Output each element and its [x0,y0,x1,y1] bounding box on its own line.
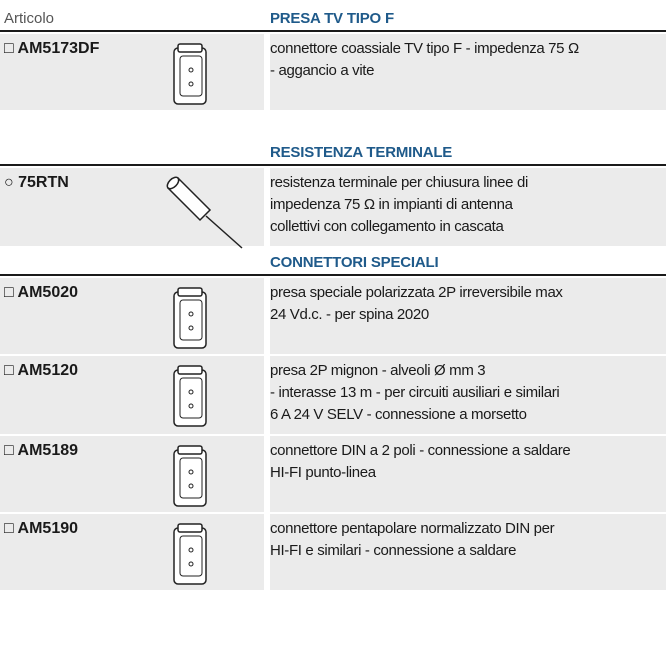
article-code: AM5173DF [17,40,100,57]
description-line: HI-FI e similari - connessione a saldare [270,542,517,559]
description-line: collettivi con collegamento in cascata [270,218,504,235]
product-row: □ AM5020 presa speciale polarizzata 2P ir… [0,278,666,354]
section-header: CONNETTORI SPECIALI [0,248,666,276]
description-line: HI-FI punto-linea [270,464,376,481]
article-code: AM5189 [17,442,79,459]
description-line: impedenza 75 Ω in impianti di antenna [270,196,513,213]
section-title: CONNETTORI SPECIALI [270,254,439,271]
article-code: AM5120 [17,362,79,379]
description-line: connettore DIN a 2 poli - connessione a … [270,442,571,459]
description-cell: presa 2P mignon - alveoli Ø mm 3 - intera… [270,356,666,434]
product-row: □ AM5173DF connettore coassiale TV tipo F… [0,34,666,110]
marker: □ [4,40,14,57]
spacer [0,271,270,274]
description-line: presa speciale polarizzata 2P irreversib… [270,284,563,301]
article-cell: □ AM5173DF [0,34,264,110]
marker: □ [4,442,14,459]
description-line: - aggancio a vite [270,62,375,79]
marker: □ [4,520,14,537]
catalog-page: Articolo PRESA TV TIPO F □ AM5173DF connett… [0,0,666,590]
description-line: - interasse 13 m - per circuiti ausiliar… [270,384,560,401]
article-cell: □ AM5190 [0,514,264,590]
section-title: PRESA TV TIPO F [270,10,394,27]
description-line: connettore coassiale TV tipo F - impeden… [270,40,579,57]
product-row: □ AM5120 presa 2P mignon - alveoli Ø mm 3… [0,356,666,434]
description-cell: connettore DIN a 2 poli - connessione a … [270,436,666,512]
article-code: 75RTN [18,174,69,191]
description-line: presa 2P mignon - alveoli Ø mm 3 [270,362,486,379]
product-row: □ AM5189 connettore DIN a 2 poli - connes… [0,436,666,512]
marker: □ [4,362,14,379]
product-row: □ AM5190 connettore pentapolare normalizz… [0,514,666,590]
article-label: Articolo [4,10,55,27]
article-cell: □ AM5020 [0,278,264,354]
description-line: resistenza terminale per chiusura linee … [270,174,528,191]
marker: □ [4,284,14,301]
product-row: ○ 75RTN resistenza terminale per chiusura… [0,168,666,249]
description-line: 24 Vd.c. - per spina 2020 [270,306,429,323]
description-cell: connettore coassiale TV tipo F - impeden… [270,34,666,110]
header-row: Articolo PRESA TV TIPO F [0,0,666,32]
article-cell: ○ 75RTN [0,168,264,249]
section-header: RESISTENZA TERMINALE [0,112,666,166]
description-cell: connettore pentapolare normalizzato DIN … [270,514,666,590]
description-line: 6 A 24 V SELV - connessione a morsetto [270,406,527,423]
section-title: RESISTENZA TERMINALE [270,144,453,161]
description-cell: resistenza terminale per chiusura linee … [270,168,666,246]
article-cell: □ AM5120 [0,356,264,434]
marker: ○ [4,174,14,191]
article-code: AM5020 [17,284,79,301]
description-line: connettore pentapolare normalizzato DIN … [270,520,555,537]
article-cell: □ AM5189 [0,436,264,512]
article-code: AM5190 [17,520,79,537]
description-cell: presa speciale polarizzata 2P irreversib… [270,278,666,354]
spacer [0,161,270,164]
